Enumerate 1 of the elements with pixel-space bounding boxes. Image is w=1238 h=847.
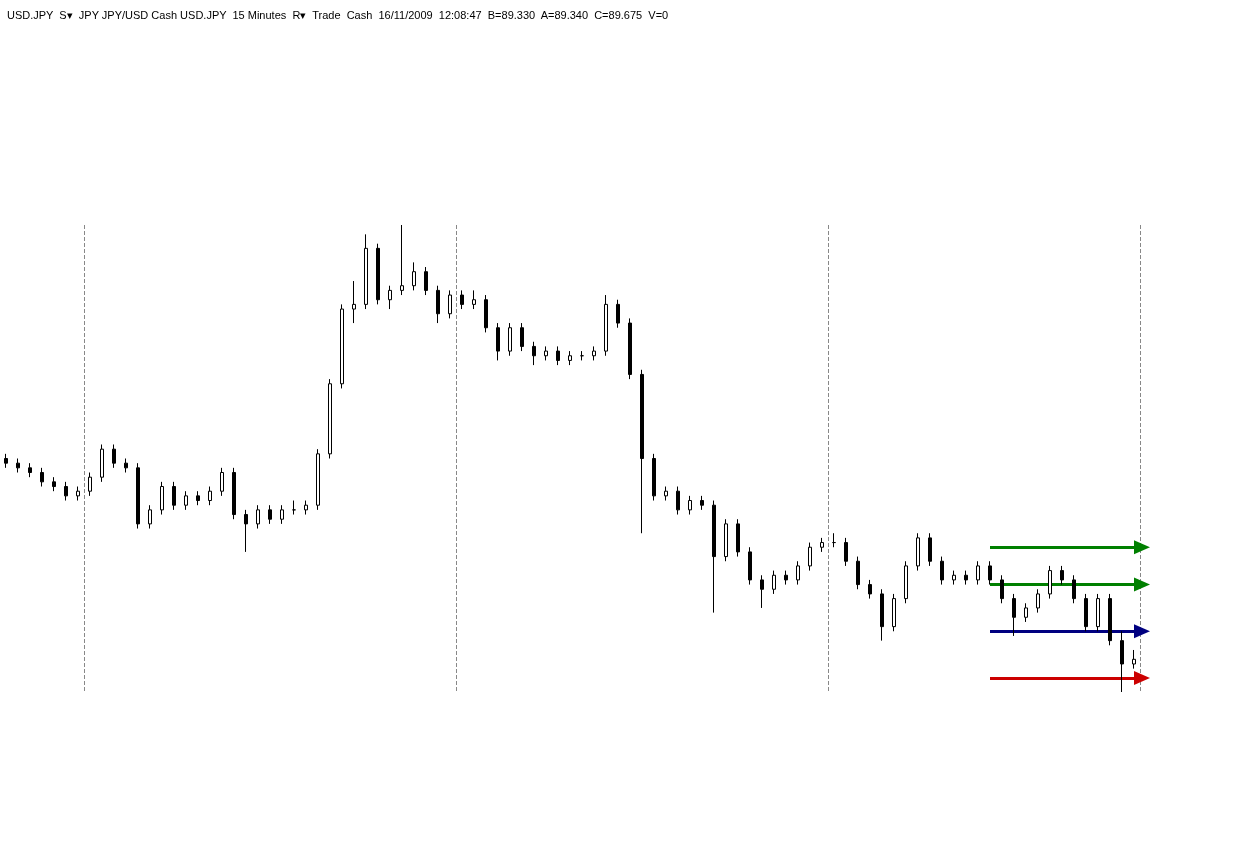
chart-title: USD.JPY S▾ JPY JPY/USD Cash USD.JPY 15 Minutes R▾ Trade Cash 16/11/2009 12:08:47 B=89.330 A=89.340 C=89.675 V=0 — [7, 8, 669, 21]
